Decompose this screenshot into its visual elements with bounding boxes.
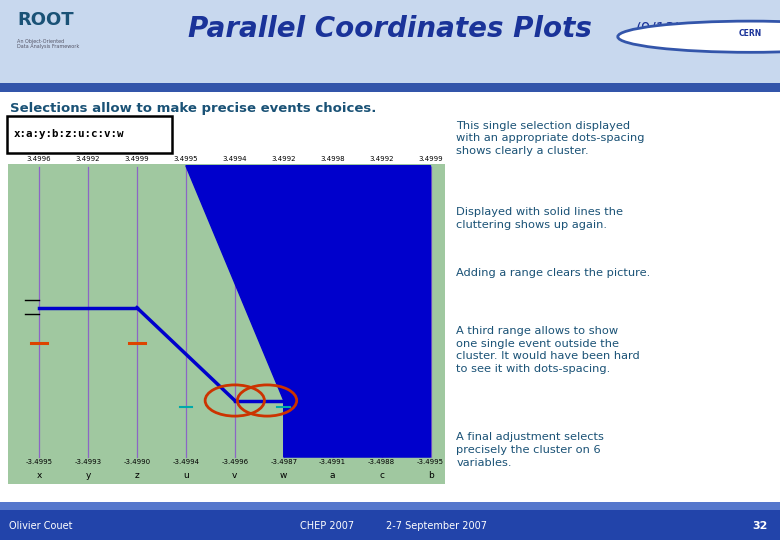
Text: A third range allows to show
one single event outside the
cluster. It would have: A third range allows to show one single … [456, 326, 640, 374]
Text: -3.4991: -3.4991 [319, 459, 346, 465]
Text: -3.4988: -3.4988 [368, 459, 395, 465]
FancyBboxPatch shape [7, 117, 172, 152]
Text: x:a:y:b:z:u:c:v:w: x:a:y:b:z:u:c:v:w [14, 130, 125, 139]
Text: w: w [280, 471, 287, 480]
Text: 3.4995: 3.4995 [174, 157, 198, 163]
Text: (9/13): (9/13) [636, 22, 682, 37]
Text: -3.4987: -3.4987 [270, 459, 297, 465]
Text: 2-7 September 2007: 2-7 September 2007 [386, 521, 487, 531]
Text: x: x [37, 471, 41, 480]
Text: -3.4995: -3.4995 [417, 459, 444, 465]
Text: This single selection displayed
with an appropriate dots-spacing
shows clearly a: This single selection displayed with an … [456, 120, 645, 156]
Text: A final adjustment selects
precisely the cluster on 6
variables.: A final adjustment selects precisely the… [456, 433, 604, 468]
Text: c: c [379, 471, 384, 480]
Text: -3.4993: -3.4993 [74, 459, 101, 465]
Bar [8, 164, 445, 484]
Text: Olivier Couet: Olivier Couet [9, 521, 73, 531]
Text: 3.4996: 3.4996 [27, 157, 51, 163]
Text: CHEP 2007: CHEP 2007 [300, 521, 354, 531]
Text: An Object-Oriented
Data Analysis Framework: An Object-Oriented Data Analysis Framewo… [17, 38, 80, 49]
Text: Selections allow to make precise events choices.: Selections allow to make precise events … [10, 102, 377, 115]
Text: u: u [183, 471, 189, 480]
Bar [0, 510, 780, 540]
Text: 32: 32 [752, 521, 768, 531]
Text: y: y [85, 471, 90, 480]
Text: 3.4992: 3.4992 [370, 157, 394, 163]
Text: -3.4995: -3.4995 [26, 459, 52, 465]
Bar [0, 502, 780, 510]
Text: ROOT: ROOT [17, 11, 74, 29]
Text: -3.4990: -3.4990 [123, 459, 151, 465]
Text: z: z [134, 471, 140, 480]
Bar [0, 83, 780, 92]
Text: a: a [330, 471, 335, 480]
Text: v: v [232, 471, 237, 480]
Text: -3.4994: -3.4994 [172, 459, 200, 465]
Text: Parallel Coordinates Plots: Parallel Coordinates Plots [188, 15, 592, 43]
Text: 3.4998: 3.4998 [321, 157, 345, 163]
Circle shape [618, 21, 780, 52]
Text: 3.4992: 3.4992 [271, 157, 296, 163]
Text: Displayed with solid lines the
cluttering shows up again.: Displayed with solid lines the clutterin… [456, 207, 623, 229]
Text: b: b [427, 471, 434, 480]
Text: CERN: CERN [739, 29, 762, 38]
Text: 3.4994: 3.4994 [222, 157, 247, 163]
Text: -3.4996: -3.4996 [222, 459, 248, 465]
Text: 3.4992: 3.4992 [76, 157, 100, 163]
Text: Adding a range clears the picture.: Adding a range clears the picture. [456, 268, 651, 278]
Polygon shape [186, 166, 431, 457]
Text: 3.4999: 3.4999 [418, 157, 443, 163]
Text: 3.4999: 3.4999 [125, 157, 149, 163]
